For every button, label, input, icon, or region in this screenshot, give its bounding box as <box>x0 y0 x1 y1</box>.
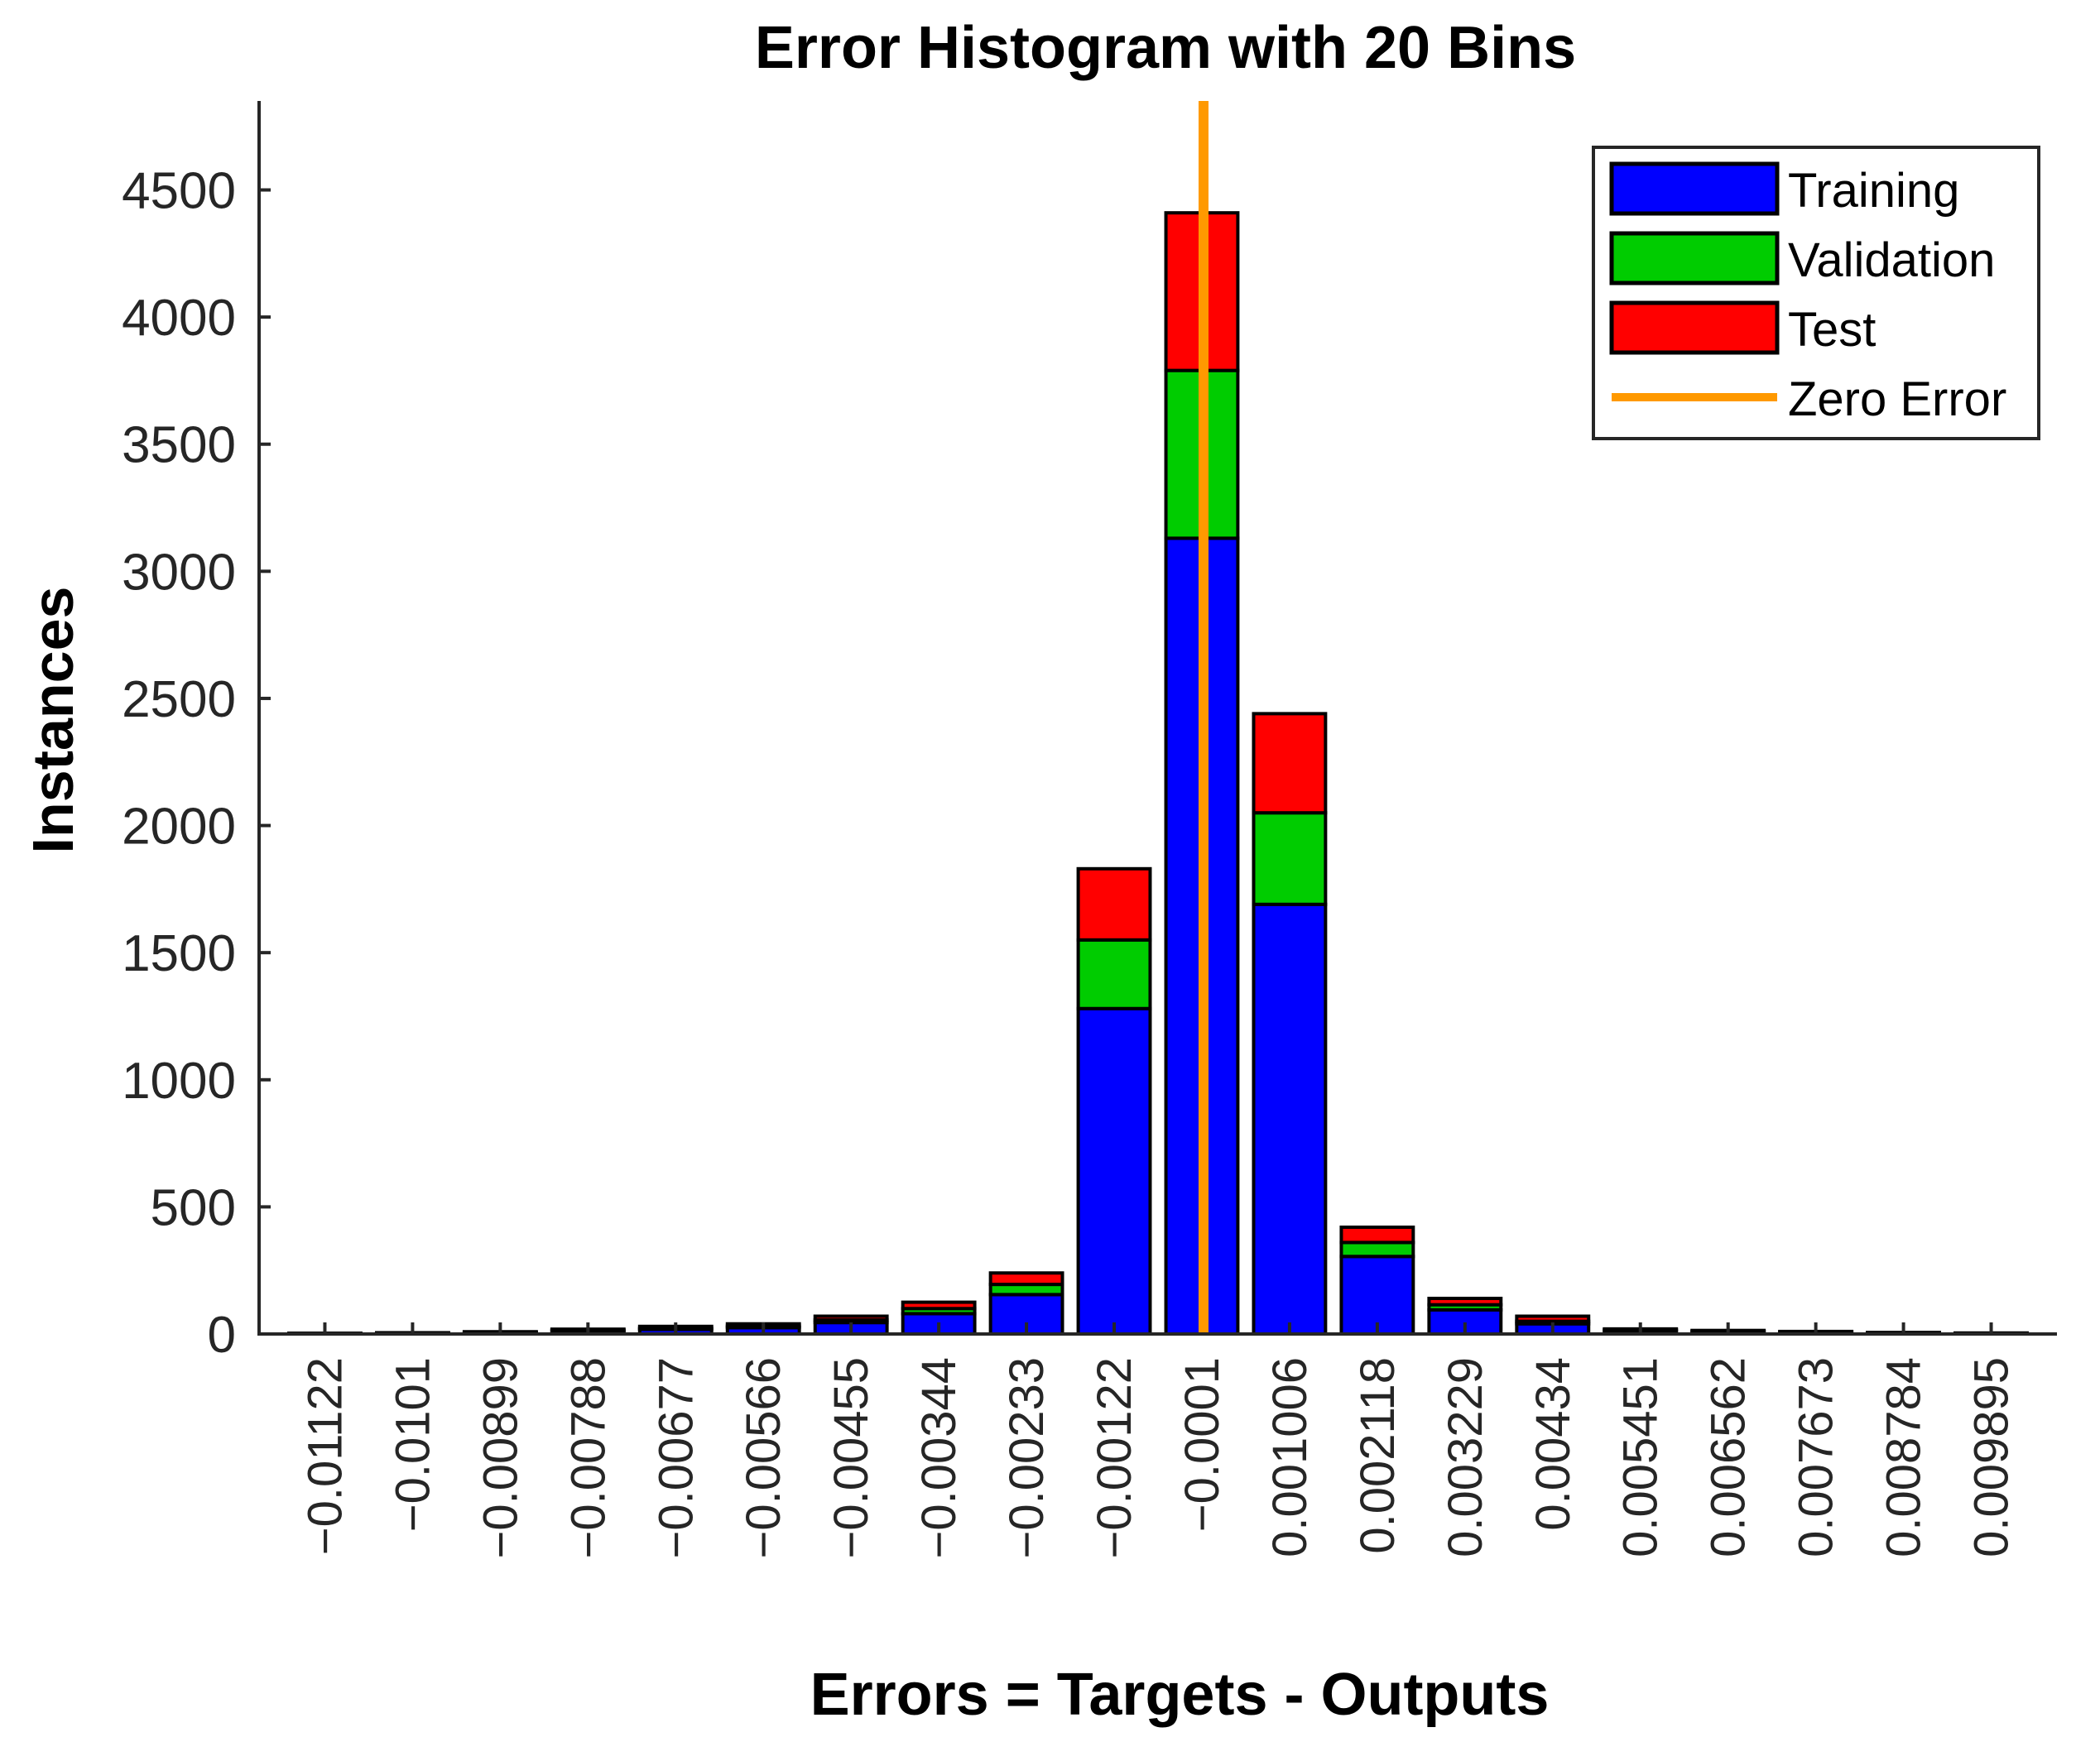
y-axis-ticks: 0 500 1000 1500 2000 2500 3000 3500 4000 4500 <box>122 163 271 1364</box>
bar-segment-validation <box>1339 1240 1415 1259</box>
bar-segment-test <box>1076 866 1152 942</box>
x-tick-label: 0.001006 <box>1263 1357 1317 1557</box>
x-tick-label: −0.00566 <box>737 1357 791 1559</box>
y-tick-label: 0 <box>208 1307 236 1364</box>
x-tick-label: 0.009895 <box>1965 1357 2019 1557</box>
y-tick-label: 3500 <box>122 417 236 474</box>
x-tick-label: 0.003229 <box>1439 1357 1492 1557</box>
chart-title: Error Histogram with 20 Bins <box>755 15 1576 81</box>
x-axis-ticks: −0.01122 −0.0101 −0.00899 −0.00788 −0.00677−… <box>298 1322 2019 1559</box>
y-tick-label: 2000 <box>122 799 236 856</box>
x-tick-label: −0.0001 <box>1175 1357 1229 1532</box>
x-tick-label: −0.00899 <box>473 1357 527 1559</box>
bar-segment-test <box>901 1300 977 1311</box>
y-tick-label: 2500 <box>122 671 236 728</box>
x-tick-label: −0.01122 <box>298 1357 352 1555</box>
bar-segment-test <box>1515 1314 1591 1323</box>
y-axis-label: Instances <box>21 587 85 854</box>
legend-swatch-test <box>1609 300 1780 355</box>
x-tick-label: −0.00677 <box>649 1357 703 1559</box>
bar-segment-training <box>1252 902 1328 1336</box>
x-tick-label: 0.005451 <box>1614 1357 1668 1557</box>
y-tick-label: 4500 <box>122 163 236 220</box>
x-tick-label: 0.008784 <box>1877 1357 1931 1557</box>
x-tick-label: −0.00233 <box>1000 1357 1054 1559</box>
bar-segment-test <box>1339 1225 1415 1245</box>
legend-swatch-validation <box>1609 231 1780 286</box>
legend-label-zero-error: Zero Error <box>1788 372 2006 426</box>
bar-segment-test <box>813 1314 889 1322</box>
y-tick-label: 500 <box>151 1179 236 1236</box>
x-tick-label: 0.00434 <box>1526 1357 1580 1531</box>
legend-label-training: Training <box>1788 164 1959 218</box>
x-tick-label: 0.002118 <box>1351 1357 1405 1554</box>
x-tick-label: −0.0101 <box>386 1357 440 1532</box>
bar-segment-validation <box>1076 938 1152 1010</box>
x-tick-label: 0.006562 <box>1702 1357 1756 1557</box>
bar-segment-test <box>1252 712 1328 815</box>
x-axis-label: Errors = Targets - Outputs <box>810 1662 1550 1728</box>
x-tick-label: −0.00788 <box>561 1357 615 1559</box>
x-tick-label: −0.00122 <box>1088 1357 1141 1559</box>
legend-label-validation: Validation <box>1788 233 1995 287</box>
y-tick-label: 1000 <box>122 1053 236 1110</box>
bar-segment-training <box>1339 1255 1415 1336</box>
y-tick-label: 3000 <box>122 544 236 601</box>
bar-segment-training <box>1076 1006 1152 1336</box>
legend: Training Validation Test Zero Error <box>1592 146 2040 440</box>
bar-segment-validation <box>1252 811 1328 906</box>
x-tick-label: −0.00455 <box>824 1357 878 1559</box>
legend-label-test: Test <box>1788 303 1876 357</box>
x-tick-label: −0.00344 <box>912 1357 966 1559</box>
bar-segment-test <box>1427 1296 1503 1307</box>
legend-swatch-training <box>1609 161 1780 216</box>
y-tick-label: 1500 <box>122 925 236 982</box>
y-tick-label: 4000 <box>122 290 236 347</box>
bar-segment-test <box>988 1271 1064 1287</box>
x-tick-label: 0.007673 <box>1790 1357 1843 1557</box>
